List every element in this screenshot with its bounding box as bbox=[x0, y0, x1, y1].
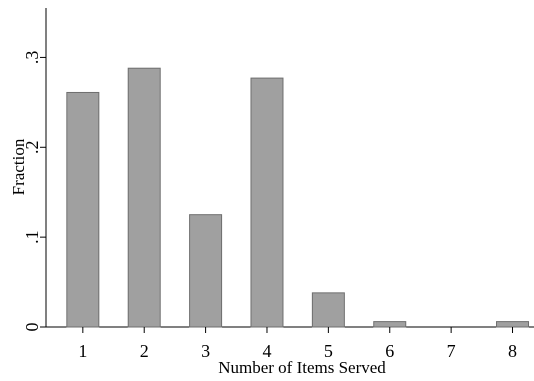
x-tick-label-2: 2 bbox=[140, 341, 149, 361]
bar-3 bbox=[189, 214, 223, 328]
x-ticks-group: 1 2 3 4 5 6 7 8 bbox=[78, 327, 517, 361]
y-tick-label: .1 bbox=[22, 230, 42, 244]
y-tick-label: .2 bbox=[22, 141, 42, 155]
x-tick-label-5: 5 bbox=[324, 341, 333, 361]
y-axis-label: Fraction bbox=[9, 138, 28, 195]
bar-5 bbox=[311, 292, 345, 328]
bar-8 bbox=[496, 321, 530, 328]
y-tick-label: .3 bbox=[22, 51, 42, 64]
bars-group bbox=[66, 67, 530, 328]
x-tick-label-7: 7 bbox=[447, 341, 456, 361]
x-tick-label-3: 3 bbox=[201, 341, 210, 361]
x-tick-label-4: 4 bbox=[262, 341, 271, 361]
bar-4 bbox=[250, 77, 284, 328]
x-axis-label: Number of Items Served bbox=[218, 358, 386, 377]
x-tick-label-6: 6 bbox=[385, 341, 394, 361]
x-tick-label-8: 8 bbox=[508, 341, 517, 361]
bar-2 bbox=[127, 67, 161, 328]
y-ticks-group: 0 .1 .2 .3 bbox=[22, 51, 46, 332]
bar-1 bbox=[66, 91, 100, 328]
bar-6 bbox=[373, 321, 407, 328]
x-tick-label-1: 1 bbox=[78, 341, 87, 361]
y-tick-label: 0 bbox=[22, 323, 42, 332]
